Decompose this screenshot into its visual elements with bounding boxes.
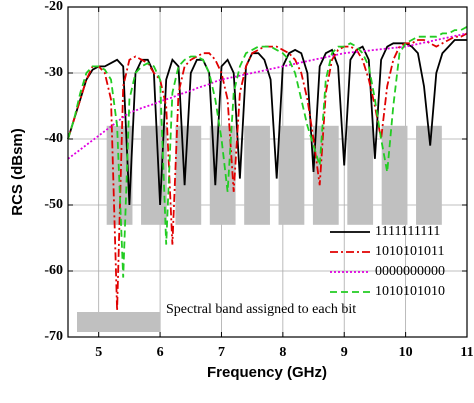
spectral-band xyxy=(278,125,305,225)
legend-label: 0000000000 xyxy=(375,264,445,279)
y-tick-label: -50 xyxy=(44,197,63,212)
legend-swatch xyxy=(77,312,160,332)
x-tick-label: 11 xyxy=(460,345,473,360)
spectral-band xyxy=(244,125,270,225)
series-line xyxy=(67,32,468,160)
y-tick-label: -60 xyxy=(44,263,63,278)
legend-label: 1010101011 xyxy=(375,244,444,259)
x-tick-label: 5 xyxy=(95,345,102,360)
series-line xyxy=(67,26,468,278)
x-tick-label: 10 xyxy=(399,345,413,360)
legend-label: Spectral band assigned to each bit xyxy=(166,302,356,317)
y-tick-label: -70 xyxy=(44,329,63,344)
spectral-band xyxy=(312,125,339,225)
y-axis-title: RCS (dBsm) xyxy=(9,128,26,216)
x-axis-title: Frequency (GHz) xyxy=(207,364,327,381)
spectral-band xyxy=(381,125,408,225)
spectral-band xyxy=(347,125,374,225)
legend-label: 1111111111 xyxy=(375,224,440,239)
spectral-band xyxy=(416,125,442,225)
y-tick-label: -30 xyxy=(44,65,63,80)
y-tick-label: -20 xyxy=(44,0,63,14)
x-tick-label: 9 xyxy=(341,345,348,360)
x-tick-label: 7 xyxy=(218,345,225,360)
spectral-band xyxy=(175,125,202,225)
legend-label: 1010101010 xyxy=(375,284,445,299)
y-tick-label: -40 xyxy=(44,131,63,146)
plot-frame xyxy=(67,6,468,338)
x-tick-label: 6 xyxy=(157,345,164,360)
x-tick-label: 8 xyxy=(279,345,286,360)
